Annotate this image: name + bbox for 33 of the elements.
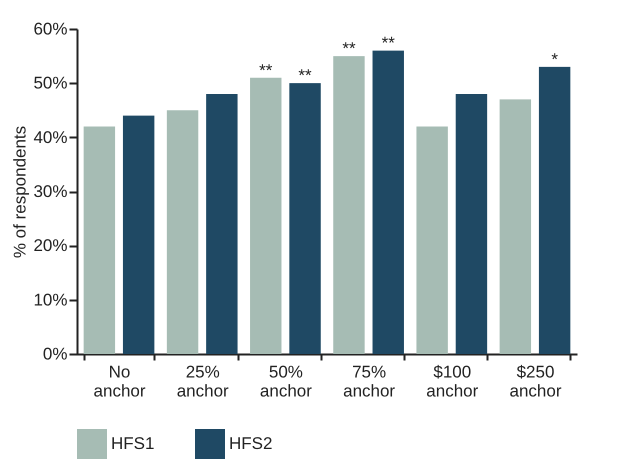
bar bbox=[456, 94, 488, 354]
bar bbox=[372, 50, 404, 354]
x-tick-label: 50% anchor bbox=[260, 362, 312, 400]
x-tick-label: 75% anchor bbox=[343, 362, 396, 400]
y-tick-label: 40% bbox=[33, 128, 68, 147]
bar bbox=[206, 94, 238, 354]
bar bbox=[416, 126, 448, 354]
legend-label: HFS1 bbox=[111, 434, 154, 453]
bar bbox=[250, 78, 282, 354]
bar bbox=[538, 66, 570, 354]
bar bbox=[84, 126, 116, 354]
bar bbox=[500, 99, 532, 354]
bar bbox=[289, 83, 321, 354]
annotation: ** bbox=[342, 39, 356, 58]
annotation: ** bbox=[382, 34, 396, 53]
annotation: * bbox=[551, 50, 558, 69]
bar bbox=[333, 56, 365, 354]
x-tick-label: No anchor bbox=[94, 362, 146, 400]
x-tick-label: 25% anchor bbox=[176, 362, 230, 400]
y-tick-label: 30% bbox=[33, 182, 68, 201]
y-axis-title: % of respondents bbox=[10, 126, 30, 258]
y-tick-label: 20% bbox=[33, 236, 68, 256]
bar bbox=[166, 110, 198, 354]
y-tick-label: 10% bbox=[33, 290, 68, 310]
annotation: ** bbox=[259, 60, 273, 80]
y-tick-label: 50% bbox=[33, 74, 68, 93]
annotation: ** bbox=[298, 66, 312, 86]
y-tick-label: 60% bbox=[33, 20, 68, 38]
legend-label: HFS2 bbox=[229, 434, 272, 453]
x-tick-label: $250 anchor bbox=[509, 362, 562, 400]
y-tick-label: 0% bbox=[42, 344, 68, 364]
bar bbox=[122, 116, 154, 354]
x-tick-label: $100 anchor bbox=[426, 362, 479, 400]
